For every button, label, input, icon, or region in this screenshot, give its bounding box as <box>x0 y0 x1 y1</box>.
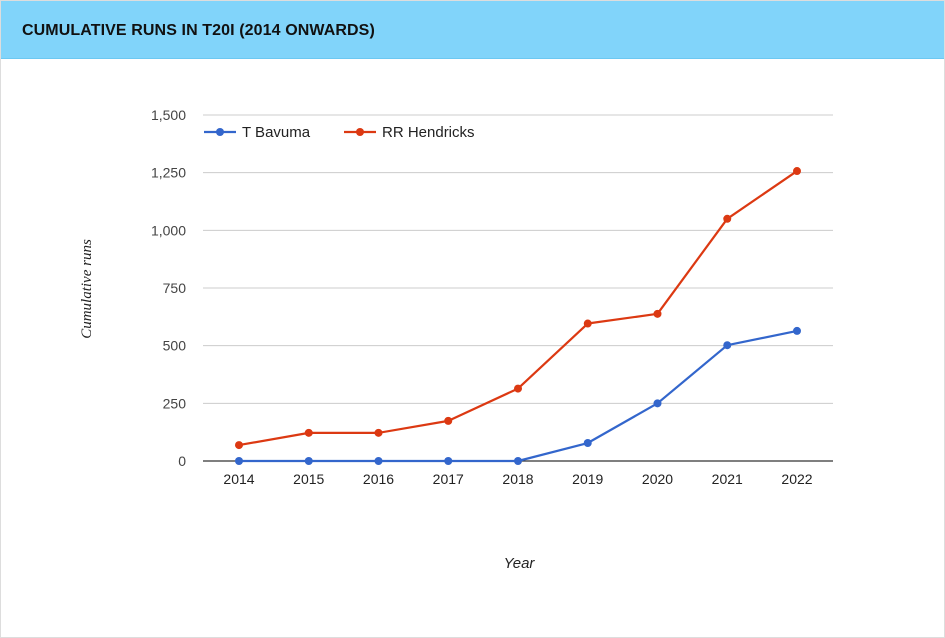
data-point[interactable] <box>235 457 243 465</box>
x-tick-label: 2017 <box>433 471 464 487</box>
legend-item[interactable]: RR Hendricks <box>344 124 475 141</box>
y-tick-label: 250 <box>163 395 187 411</box>
data-point[interactable] <box>444 416 453 425</box>
legend-item[interactable]: T Bavuma <box>204 124 311 141</box>
data-point[interactable] <box>235 441 243 450</box>
data-point[interactable] <box>583 439 592 448</box>
data-point[interactable] <box>653 399 662 408</box>
data-point[interactable] <box>723 341 732 350</box>
y-tick-label: 500 <box>163 338 187 354</box>
panel-header: CUMULATIVE RUNS IN T20I (2014 ONWARDS) <box>1 1 944 59</box>
x-tick-label: 2018 <box>502 471 533 487</box>
y-axis-ticks: 0 250 500 750 1,000 1,250 1,500 <box>151 107 186 469</box>
x-tick-label: 2021 <box>712 471 743 487</box>
y-tick-label: 1,500 <box>151 107 186 123</box>
x-axis-ticks: 2014 2015 2016 2017 2018 2019 2020 2021 2022 <box>223 471 812 487</box>
legend-label: T Bavuma <box>242 124 311 141</box>
data-point[interactable] <box>793 167 801 176</box>
data-point[interactable] <box>793 326 801 335</box>
series-line <box>238 170 798 447</box>
data-point[interactable] <box>444 457 453 465</box>
y-tick-label: 1,250 <box>151 165 186 181</box>
gridlines <box>203 114 833 462</box>
data-point[interactable] <box>374 428 383 437</box>
series-line <box>239 329 798 463</box>
data-point[interactable] <box>304 428 313 437</box>
data-point[interactable] <box>304 457 313 465</box>
panel-title: CUMULATIVE RUNS IN T20I (2014 ONWARDS) <box>22 22 375 39</box>
y-tick-label: 1,000 <box>151 222 186 238</box>
y-axis-label: Cumulative runs <box>79 239 95 339</box>
data-point[interactable] <box>514 384 522 393</box>
x-tick-label: 2022 <box>781 471 812 487</box>
data-point[interactable] <box>514 457 522 465</box>
x-tick-label: 2016 <box>363 471 394 487</box>
x-tick-label: 2020 <box>642 471 673 487</box>
series-layer <box>235 167 801 465</box>
legend-label: RR Hendricks <box>382 124 475 141</box>
data-point[interactable] <box>723 214 732 223</box>
legend-marker <box>356 128 364 136</box>
y-tick-label: 750 <box>163 280 187 296</box>
series-rr-hendricks <box>235 167 801 450</box>
data-point[interactable] <box>583 319 592 328</box>
legend: T Bavuma RR Hendricks <box>204 124 475 141</box>
y-tick-label: 0 <box>178 453 186 469</box>
x-tick-label: 2015 <box>293 471 324 487</box>
data-point[interactable] <box>374 457 383 465</box>
x-axis-label: Year <box>504 555 536 572</box>
series-t-bavuma <box>235 326 801 465</box>
legend-marker <box>216 128 224 136</box>
x-tick-label: 2019 <box>572 471 603 487</box>
data-point[interactable] <box>653 309 662 318</box>
x-tick-label: 2014 <box>223 471 254 487</box>
